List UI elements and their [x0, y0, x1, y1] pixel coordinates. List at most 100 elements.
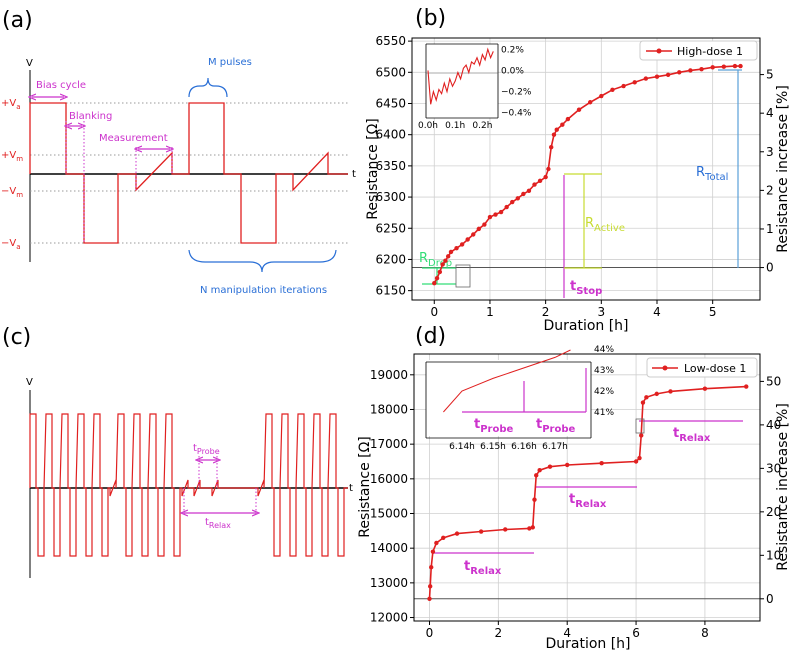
data-point — [427, 596, 432, 602]
panel-d-legend-label: Low-dose 1 — [684, 362, 746, 375]
data-point — [526, 188, 532, 194]
y2-tick-label: 3 — [766, 145, 774, 159]
data-point — [432, 280, 437, 286]
data-point — [565, 116, 571, 122]
data-point — [527, 526, 532, 531]
y-tick-label: 6200 — [375, 252, 406, 266]
data-point — [710, 65, 715, 70]
data-point — [510, 199, 515, 205]
data-point — [654, 74, 660, 79]
x-tick-label: 3 — [597, 305, 605, 319]
panel-a-t-label: t — [352, 169, 356, 180]
data-point — [554, 127, 559, 132]
y2-tick-label: 10 — [766, 548, 781, 562]
x-tick-label: 4 — [653, 305, 661, 319]
data-point — [504, 204, 509, 210]
data-point — [503, 527, 508, 532]
y-tick-label: 6300 — [375, 190, 406, 204]
data-point — [640, 400, 646, 405]
x-tick-label: 2 — [542, 305, 550, 319]
data-point — [532, 497, 537, 502]
t-relax-label: tRelax — [205, 517, 231, 530]
inset-x-tick-label: 6.17h — [542, 442, 568, 452]
y2-tick-label: 4 — [766, 106, 774, 120]
panel-a-waveform — [29, 102, 348, 244]
data-point — [632, 80, 637, 85]
bias-cycle-label: Bias cycle — [36, 80, 86, 91]
data-point — [621, 83, 626, 89]
inset-x-tick-label: 6.14h — [449, 442, 475, 452]
data-point — [521, 191, 526, 197]
y2-tick-label: 40 — [766, 418, 781, 432]
data-point — [633, 459, 639, 464]
panel-b-legend-label: High-dose 1 — [677, 45, 743, 58]
x-tick-label: 1 — [486, 305, 494, 319]
r-drop-label: RDrop — [419, 251, 452, 269]
panel-b-annotations: RDrop tStop RActive RTotal — [419, 69, 742, 298]
data-point — [427, 584, 433, 589]
data-point — [668, 389, 673, 394]
svg-text:−Va: −Va — [1, 238, 21, 251]
data-point — [587, 100, 593, 105]
data-point — [487, 214, 493, 220]
panel-d-ylabel: Resistance [Ω] — [357, 436, 373, 538]
svg-text:+Vm: +Vm — [1, 150, 23, 163]
data-point — [441, 535, 446, 540]
m-pulses-brace — [188, 77, 228, 98]
y-tick-label: 19000 — [370, 368, 408, 382]
y2-tick-label: 1 — [766, 222, 774, 236]
t-relax-label-2: tRelax — [569, 492, 607, 510]
panel-c-waveform — [29, 413, 348, 557]
inset-y2-tick-label: 41% — [594, 408, 614, 418]
panel-d-series-points — [427, 384, 749, 602]
data-point — [532, 182, 537, 187]
data-point — [478, 529, 484, 534]
y-tick-label: 14000 — [370, 541, 408, 555]
data-point — [537, 178, 543, 184]
y-tick-label: 6450 — [375, 97, 406, 111]
x-tick-label: 4 — [563, 626, 571, 640]
panel-c: (c) V t tProbe tRelax — [2, 325, 353, 578]
y2-tick-label: 2 — [766, 183, 774, 197]
data-point — [448, 249, 454, 255]
inset-y2-tick-label: 0.0% — [501, 66, 524, 76]
inset-y2-tick-label: −0.2% — [501, 88, 532, 98]
svg-text:+Va: +Va — [1, 98, 21, 111]
panel-c-v-label: V — [26, 377, 33, 388]
data-point — [471, 232, 476, 237]
panel-d: (d) tRelax tRelax tRelax 0 2 4 6 8 12000 13000… — [357, 324, 791, 652]
t-relax-label-1: tRelax — [464, 559, 502, 577]
panel-c-dotted-markers — [183, 456, 257, 516]
panel-b-frame — [411, 37, 761, 301]
panel-d-xlabel: Duration [h] — [545, 636, 630, 652]
panel-b-inset-ticks: 0.0h 0.1h 0.2h 0.2% 0.0% −0.2% −0.4% — [418, 45, 532, 131]
x-tick-label: 5 — [709, 305, 717, 319]
inset-y2-tick-label: 44% — [594, 345, 614, 355]
y2-tick-label: 20 — [766, 505, 781, 519]
data-point — [565, 462, 570, 468]
y-tick-label: 6550 — [375, 34, 406, 48]
y2-tick-label: 30 — [766, 461, 781, 475]
data-point — [549, 144, 554, 150]
data-point — [482, 222, 487, 227]
panel-a-level-labels: +Va +Vm −Vm −Va — [1, 98, 23, 251]
panel-d-inset-line — [443, 349, 571, 413]
r-active-marker — [564, 173, 602, 269]
panel-b-ylabel: Resistance [Ω] — [365, 118, 381, 220]
y-tick-label: 13000 — [370, 576, 408, 590]
data-point — [534, 473, 539, 478]
data-point — [677, 70, 682, 75]
data-point — [515, 196, 520, 201]
data-point — [547, 464, 553, 469]
panel-d-ticks: 0 2 4 6 8 12000 13000 14000 15000 16000 17000 18000… — [370, 368, 781, 640]
inset-zoom-box-d — [635, 418, 645, 434]
t-relax-label-3: tRelax — [673, 426, 711, 444]
n-iterations-label: N manipulation iterations — [200, 285, 327, 296]
data-point — [732, 63, 738, 69]
data-point — [429, 565, 434, 570]
y2-tick-label: 0 — [766, 261, 774, 275]
panel-b-ticks: 0 1 2 3 4 5 6150 6200 6250 6300 6350 6400 6450 6500 65… — [375, 34, 773, 319]
data-point — [476, 226, 482, 232]
panel-b-series-line — [433, 65, 741, 284]
